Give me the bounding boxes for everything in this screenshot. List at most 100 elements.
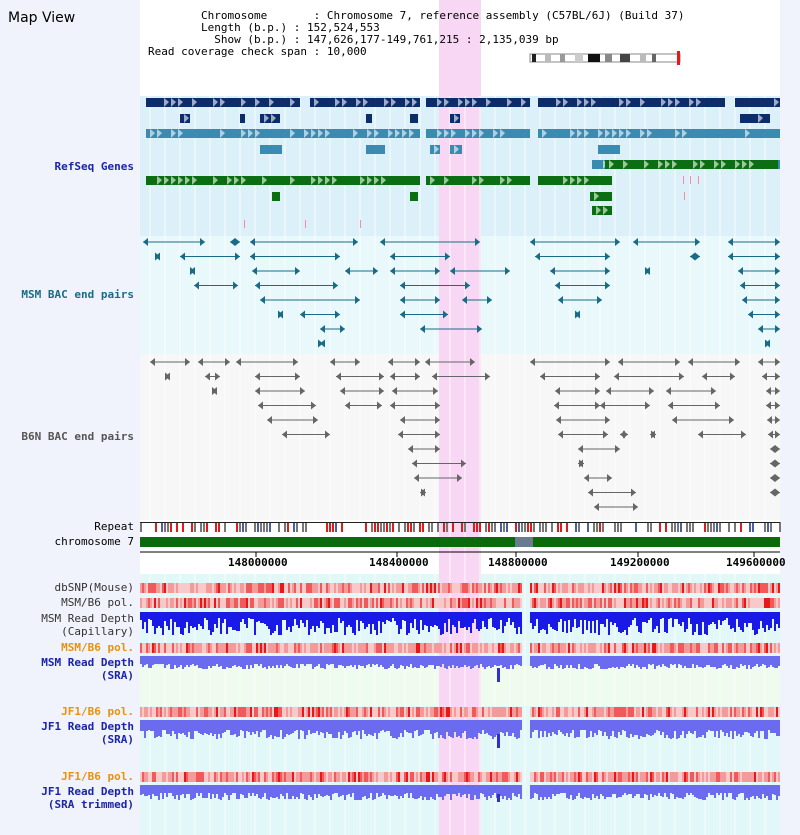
read-depth-bar xyxy=(304,720,306,739)
track-label-refseq-genes[interactable]: RefSeq Genes xyxy=(54,160,134,173)
polymorphism-cell xyxy=(548,772,550,782)
polymorphism-cell xyxy=(430,598,432,608)
polymorphism-cell xyxy=(650,598,652,608)
read-depth-bar xyxy=(346,720,348,733)
polymorphism-cell xyxy=(504,598,506,608)
bac-end-right xyxy=(645,401,650,410)
polymorphism-cell xyxy=(576,598,578,608)
polymorphism-cell xyxy=(152,583,154,593)
bac-end-left xyxy=(425,358,430,366)
read-depth-bar xyxy=(312,785,314,800)
polymorphism-cell xyxy=(612,772,614,782)
bac-end-right xyxy=(477,325,482,333)
read-depth-bar xyxy=(740,612,742,630)
read-depth-bar xyxy=(764,656,766,665)
strand-arrow xyxy=(472,176,477,185)
read-depth-bar xyxy=(318,720,320,735)
bac-end-right xyxy=(579,459,584,468)
polymorphism-cell xyxy=(770,583,772,593)
polymorphism-cell xyxy=(562,643,564,653)
read-depth-bar xyxy=(280,612,282,635)
polymorphism-cell xyxy=(506,707,508,717)
polymorphism-cell xyxy=(348,643,350,653)
read-depth-bar xyxy=(342,785,344,795)
polymorphism-cell xyxy=(342,772,344,782)
polymorphism-cell xyxy=(752,643,754,653)
polymorphism-cell xyxy=(676,772,678,782)
polymorphism-cell xyxy=(458,707,460,717)
polymorphism-cell xyxy=(180,707,182,717)
polymorphism-cell xyxy=(370,583,372,593)
polymorphism-cell xyxy=(674,772,676,782)
polymorphism-cell xyxy=(216,643,218,653)
bac-end-left xyxy=(255,372,260,381)
read-depth-bar xyxy=(700,720,702,737)
polymorphism-cell xyxy=(314,583,316,593)
polymorphism-cell xyxy=(258,772,260,782)
read-depth-bar xyxy=(686,656,688,668)
polymorphism-cell xyxy=(430,643,432,653)
polymorphism-cell xyxy=(602,643,604,653)
read-depth-bar xyxy=(302,656,304,664)
read-depth-bar xyxy=(314,785,316,794)
polymorphism-cell xyxy=(648,598,650,608)
read-depth-bar xyxy=(530,656,532,666)
read-depth-bar xyxy=(428,785,430,800)
polymorphism-cell xyxy=(550,598,552,608)
polymorphism-cell xyxy=(660,583,662,593)
polymorphism-cell xyxy=(490,707,492,717)
read-depth-bar xyxy=(424,612,426,625)
polymorphism-cell xyxy=(280,583,282,593)
read-depth-bar xyxy=(694,785,696,797)
polymorphism-cell xyxy=(322,598,324,608)
polymorphism-cell xyxy=(580,772,582,782)
polymorphism-cell xyxy=(290,707,292,717)
track-label-msm-bac[interactable]: MSM BAC end pairs xyxy=(21,288,134,301)
read-depth-bar xyxy=(438,785,440,797)
read-depth-bar xyxy=(478,785,480,799)
polymorphism-cell xyxy=(452,643,454,653)
polymorphism-cell xyxy=(450,643,452,653)
polymorphism-cell xyxy=(408,707,410,717)
polymorphism-cell xyxy=(666,598,668,608)
polymorphism-cell xyxy=(144,643,146,653)
polymorphism-cell xyxy=(230,772,232,782)
repeat-element xyxy=(254,522,256,532)
read-depth-bar xyxy=(190,612,192,626)
polymorphism-cell xyxy=(202,583,204,593)
polymorphism-cell xyxy=(456,643,458,653)
read-depth-bar xyxy=(424,785,426,797)
strand-arrow xyxy=(570,176,575,185)
polymorphism-cell xyxy=(762,643,764,653)
repeat-element xyxy=(194,522,196,532)
polymorphism-cell xyxy=(558,598,560,608)
polymorphism-cell xyxy=(750,707,752,717)
polymorphism-cell xyxy=(706,598,708,608)
read-depth-bar xyxy=(512,785,514,793)
read-depth-bar xyxy=(456,785,458,796)
read-depth-bar xyxy=(664,785,666,793)
polymorphism-cell xyxy=(390,643,392,653)
read-depth-bar xyxy=(408,720,410,733)
read-depth-bar xyxy=(438,612,440,629)
polymorphism-cell xyxy=(454,583,456,593)
read-depth-bar xyxy=(626,720,628,737)
polymorphism-cell xyxy=(366,707,368,717)
polymorphism-cell xyxy=(756,643,758,653)
polymorphism-cell xyxy=(174,707,176,717)
polymorphism-cell xyxy=(594,643,596,653)
strand-arrow xyxy=(594,192,599,201)
polymorphism-cell xyxy=(382,598,384,608)
read-depth-bar xyxy=(520,612,522,634)
polymorphism-cell xyxy=(694,772,696,782)
bac-end-right xyxy=(155,252,160,261)
polymorphism-cell xyxy=(226,583,228,593)
polymorphism-cell xyxy=(706,707,708,717)
polymorphism-cell xyxy=(554,707,556,717)
polymorphism-cell xyxy=(376,643,378,653)
track-label-b6n-bac[interactable]: B6N BAC end pairs xyxy=(21,430,134,443)
polymorphism-cell xyxy=(594,772,596,782)
read-depth-bar xyxy=(282,785,284,796)
polymorphism-cell xyxy=(318,772,320,782)
